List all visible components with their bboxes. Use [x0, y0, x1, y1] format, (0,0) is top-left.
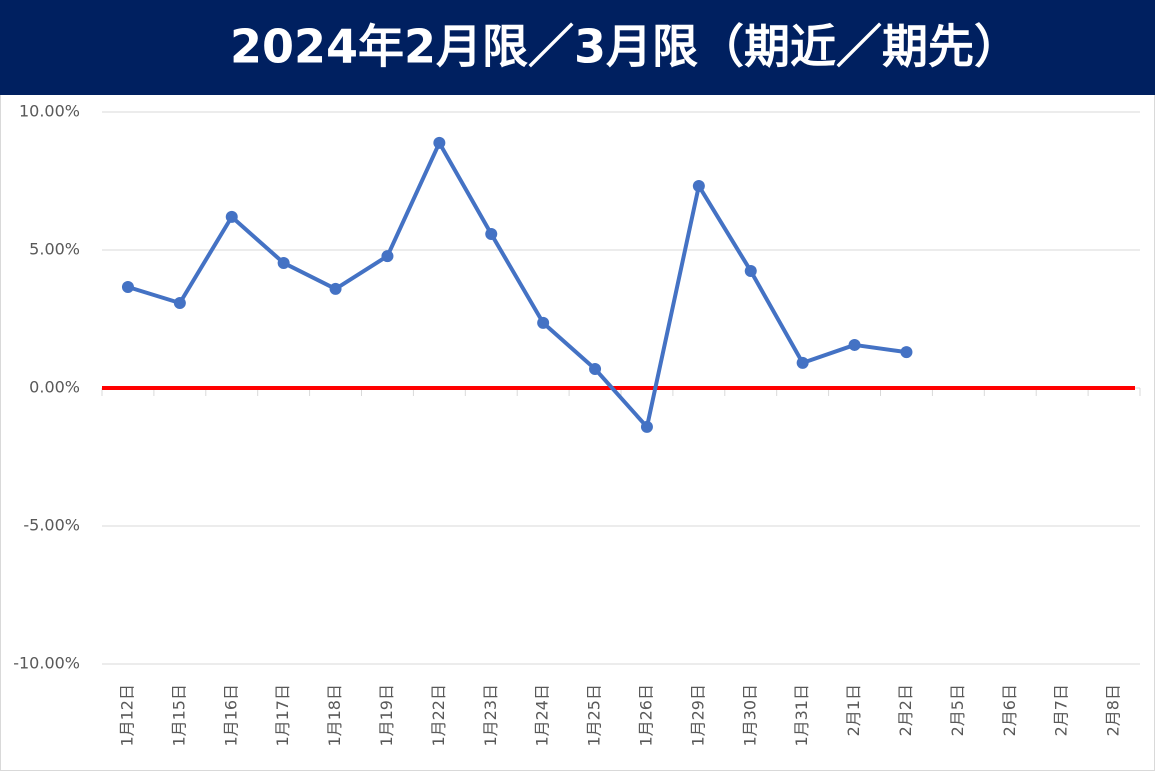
- data-point: [381, 250, 394, 263]
- x-tick-label: 1月29日: [688, 684, 707, 747]
- x-tick-label: 1月26日: [636, 684, 655, 747]
- data-point: [537, 316, 550, 329]
- x-tick-label: 1月24日: [533, 684, 552, 747]
- x-tick-label: 1月31日: [792, 684, 811, 747]
- x-tick-label: 1月15日: [169, 684, 188, 747]
- data-point: [433, 136, 446, 149]
- y-tick-label: -5.00%: [23, 516, 80, 535]
- y-tick-label: 0.00%: [29, 378, 80, 397]
- x-tick-label: 1月16日: [221, 684, 240, 747]
- x-tick-label: 2月2日: [896, 684, 915, 736]
- chart-title: 2024年2月限／3月限（期近／期先）: [230, 20, 1020, 74]
- y-tick-label: 5.00%: [29, 240, 80, 259]
- x-tick-label: 1月30日: [740, 684, 759, 747]
- x-tick-label: 1月17日: [273, 684, 292, 747]
- x-tick-label: 2月1日: [844, 684, 863, 736]
- x-tick-label: 1月23日: [481, 684, 500, 747]
- data-point: [692, 179, 705, 192]
- x-tick-label: 1月12日: [117, 684, 136, 747]
- data-point: [848, 338, 861, 351]
- series-line: [127, 140, 907, 429]
- x-tick-label: 1月18日: [325, 684, 344, 747]
- data-point: [485, 227, 498, 240]
- x-tick-label: 2月6日: [1000, 684, 1019, 736]
- y-tick-label: -10.00%: [13, 654, 80, 673]
- data-point: [329, 282, 342, 295]
- x-tick-label: 1月19日: [377, 684, 396, 747]
- data-point: [173, 296, 186, 309]
- data-point: [589, 362, 602, 375]
- x-tick-label: 2月8日: [1104, 684, 1123, 736]
- x-tick-label: 2月5日: [948, 684, 967, 736]
- title-bar: [0, 0, 1155, 95]
- data-point: [796, 356, 809, 369]
- data-point: [744, 264, 757, 277]
- data-point: [121, 280, 134, 293]
- data-point: [640, 420, 653, 433]
- data-point: [277, 256, 290, 269]
- data-point: [900, 346, 913, 359]
- data-point: [225, 210, 238, 223]
- y-tick-label: 10.00%: [19, 102, 80, 121]
- x-tick-label: 1月25日: [585, 684, 604, 747]
- x-tick-label: 2月7日: [1052, 684, 1071, 736]
- x-tick-label: 1月22日: [429, 684, 448, 747]
